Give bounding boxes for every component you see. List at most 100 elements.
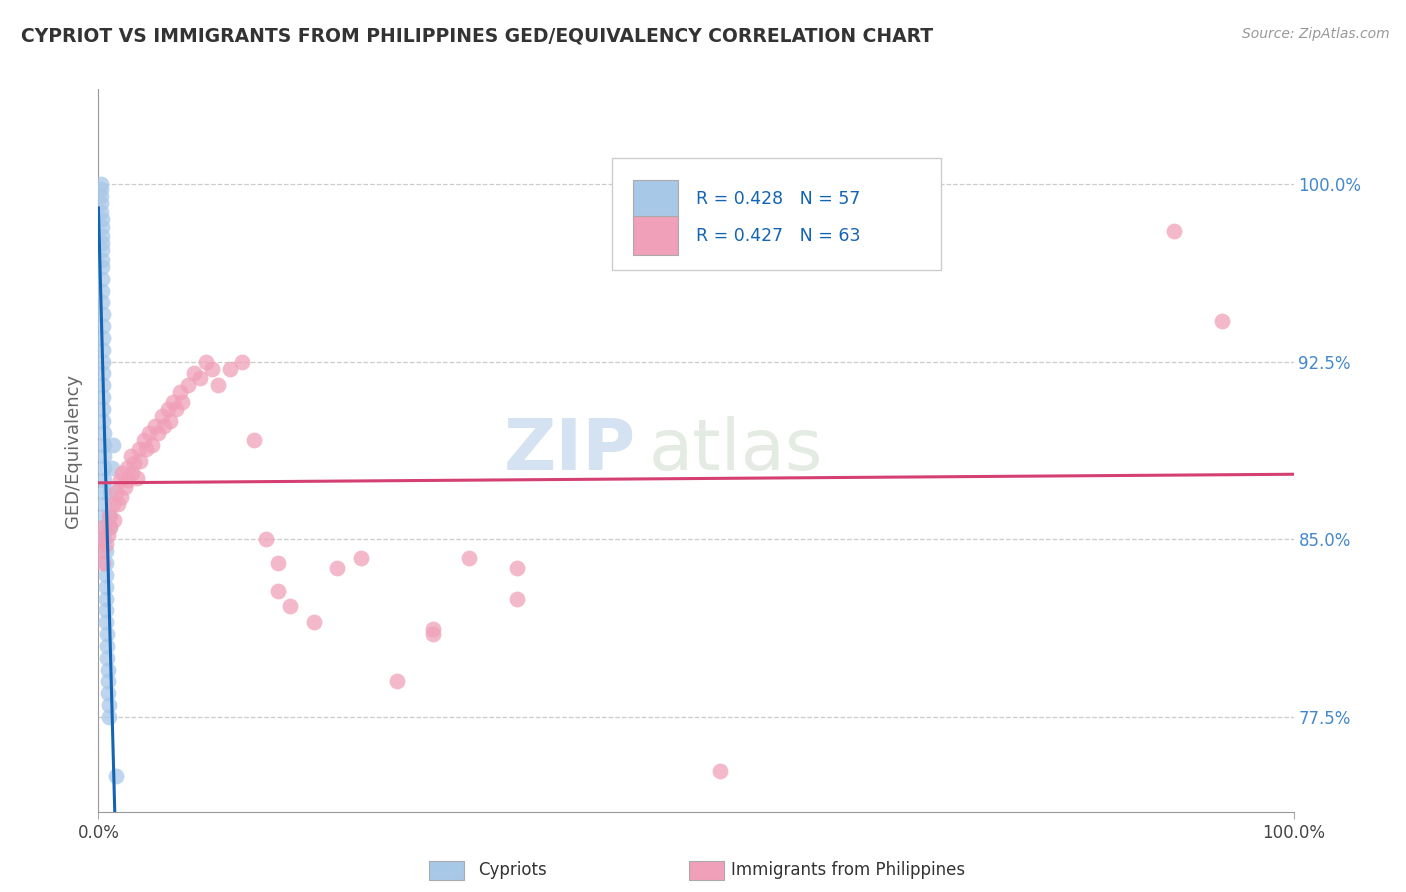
Point xyxy=(98,520,122,534)
Point xyxy=(172,395,194,409)
Point xyxy=(93,484,115,499)
Point xyxy=(302,615,325,630)
Point xyxy=(100,461,122,475)
Point xyxy=(183,367,205,381)
Point xyxy=(94,556,117,570)
Point xyxy=(90,182,112,196)
Point xyxy=(94,544,117,558)
Text: ZIP: ZIP xyxy=(503,416,637,485)
Point xyxy=(1163,224,1185,238)
Point xyxy=(91,533,114,547)
FancyBboxPatch shape xyxy=(613,158,941,269)
FancyBboxPatch shape xyxy=(633,216,678,255)
Point xyxy=(458,551,481,566)
Point xyxy=(97,663,120,677)
Point xyxy=(103,513,125,527)
Point xyxy=(98,484,122,499)
Point xyxy=(91,236,114,251)
Point xyxy=(96,639,118,653)
Point xyxy=(93,461,115,475)
Point xyxy=(267,584,290,599)
Point xyxy=(195,354,218,368)
Point xyxy=(98,710,121,724)
Point xyxy=(326,560,349,574)
FancyBboxPatch shape xyxy=(633,179,678,219)
Point xyxy=(422,623,444,637)
Point xyxy=(207,378,229,392)
Point xyxy=(177,378,200,392)
Point xyxy=(91,284,114,298)
Point xyxy=(165,402,187,417)
Point xyxy=(115,461,138,475)
Point xyxy=(153,418,176,433)
Point xyxy=(98,698,121,712)
Point xyxy=(98,508,121,523)
Point xyxy=(91,252,114,267)
Point xyxy=(105,484,128,499)
Point xyxy=(110,490,132,504)
Point xyxy=(141,437,163,451)
Point xyxy=(91,219,114,234)
Point xyxy=(93,450,115,464)
Point xyxy=(105,769,128,783)
Point xyxy=(91,343,114,357)
Point xyxy=(93,425,115,440)
Point xyxy=(91,307,114,321)
Point xyxy=(709,764,731,779)
Point xyxy=(108,473,131,487)
Point xyxy=(91,244,114,258)
Point xyxy=(129,454,152,468)
Point xyxy=(93,497,115,511)
Point xyxy=(101,497,124,511)
Point xyxy=(91,319,114,334)
Point xyxy=(150,409,173,423)
Point xyxy=(90,177,112,191)
Point xyxy=(159,414,181,428)
Point xyxy=(94,567,117,582)
Point xyxy=(219,361,242,376)
Point xyxy=(385,674,409,689)
Point xyxy=(93,520,115,534)
Point xyxy=(267,556,290,570)
Point xyxy=(188,371,211,385)
Point xyxy=(93,437,115,451)
Point xyxy=(91,414,114,428)
Point xyxy=(135,442,157,457)
Point xyxy=(114,480,136,494)
Point xyxy=(117,473,139,487)
Point xyxy=(506,560,529,574)
Point xyxy=(243,433,266,447)
Point xyxy=(94,603,117,617)
Point xyxy=(94,580,117,594)
Point xyxy=(91,354,114,368)
Point xyxy=(162,395,184,409)
Point xyxy=(350,551,373,566)
Point xyxy=(93,533,115,547)
Text: Source: ZipAtlas.com: Source: ZipAtlas.com xyxy=(1241,27,1389,41)
Point xyxy=(96,650,118,665)
Point xyxy=(101,437,124,451)
Point xyxy=(98,520,122,534)
Point xyxy=(91,402,114,417)
Point xyxy=(91,331,114,345)
Point xyxy=(138,425,160,440)
Point xyxy=(96,627,118,641)
Point xyxy=(156,402,179,417)
Point xyxy=(97,686,120,700)
Point xyxy=(506,591,529,606)
Point xyxy=(124,457,146,471)
Point xyxy=(125,471,148,485)
Point xyxy=(1211,314,1233,328)
Point xyxy=(148,425,170,440)
Point xyxy=(169,385,191,400)
Text: Immigrants from Philippines: Immigrants from Philippines xyxy=(731,861,966,879)
Text: atlas: atlas xyxy=(648,416,823,485)
Point xyxy=(91,271,114,285)
Text: R = 0.428   N = 57: R = 0.428 N = 57 xyxy=(696,190,860,209)
Point xyxy=(94,615,117,630)
Point xyxy=(91,544,114,558)
Point xyxy=(97,527,120,541)
Point xyxy=(128,442,150,457)
Point xyxy=(91,212,114,227)
Point xyxy=(91,390,114,404)
